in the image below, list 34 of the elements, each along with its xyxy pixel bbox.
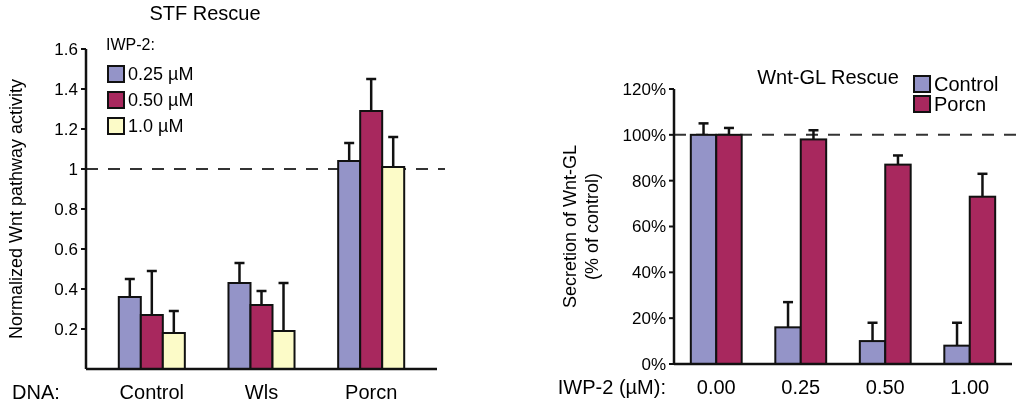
y-tick-label: 0.6 — [54, 239, 78, 259]
y-tick-label: 0.2 — [54, 319, 78, 339]
y-tick-label: 1 — [68, 159, 78, 179]
y-tick-label: 0.8 — [54, 199, 78, 219]
chart-title: Wnt-GL Rescue — [757, 66, 899, 88]
y-tick-label: 1.2 — [54, 119, 78, 139]
legend-label: 0.25 µM — [128, 64, 194, 85]
y-tick-label: 60% — [631, 217, 666, 237]
y-tick-label: 100% — [622, 125, 666, 145]
x-tick-label: Porcn — [345, 381, 398, 403]
x-axis-title: DNA: — [12, 381, 60, 403]
y-tick-label: 1.4 — [54, 79, 78, 99]
x-tick-label: 0.25 — [781, 376, 821, 398]
x-tick-label: Wls — [244, 381, 279, 403]
y-tick-label: 0.4 — [54, 279, 78, 299]
x-tick-label: 0.00 — [696, 376, 736, 398]
y-tick-label: 1.6 — [54, 39, 78, 59]
y-axis-title: Secretion of Wnt-GL (% of control) — [560, 144, 602, 309]
legend-label: 0.50 µM — [128, 90, 194, 111]
y-tick-label: 0% — [641, 354, 666, 374]
x-tick-label: 0.50 — [865, 376, 905, 398]
y-tick-label: 40% — [631, 263, 666, 283]
y-tick-label: 120% — [622, 79, 666, 99]
chart-title: STF Rescue — [149, 2, 261, 24]
x-axis-title: IWP-2 (µM): — [557, 376, 666, 398]
y-tick-label: 20% — [631, 309, 666, 329]
legend-label: Control — [934, 73, 999, 95]
y-axis-title: Normalized Wnt pathway activity — [6, 78, 26, 340]
x-tick-label: Control — [119, 381, 185, 403]
y-tick-label: 80% — [631, 171, 666, 191]
legend-label: 1.0 µM — [128, 116, 184, 137]
legend-label: Porcn — [934, 93, 987, 115]
x-tick-label: 1.00 — [950, 376, 990, 398]
legend-title: IWP-2: — [106, 36, 155, 53]
